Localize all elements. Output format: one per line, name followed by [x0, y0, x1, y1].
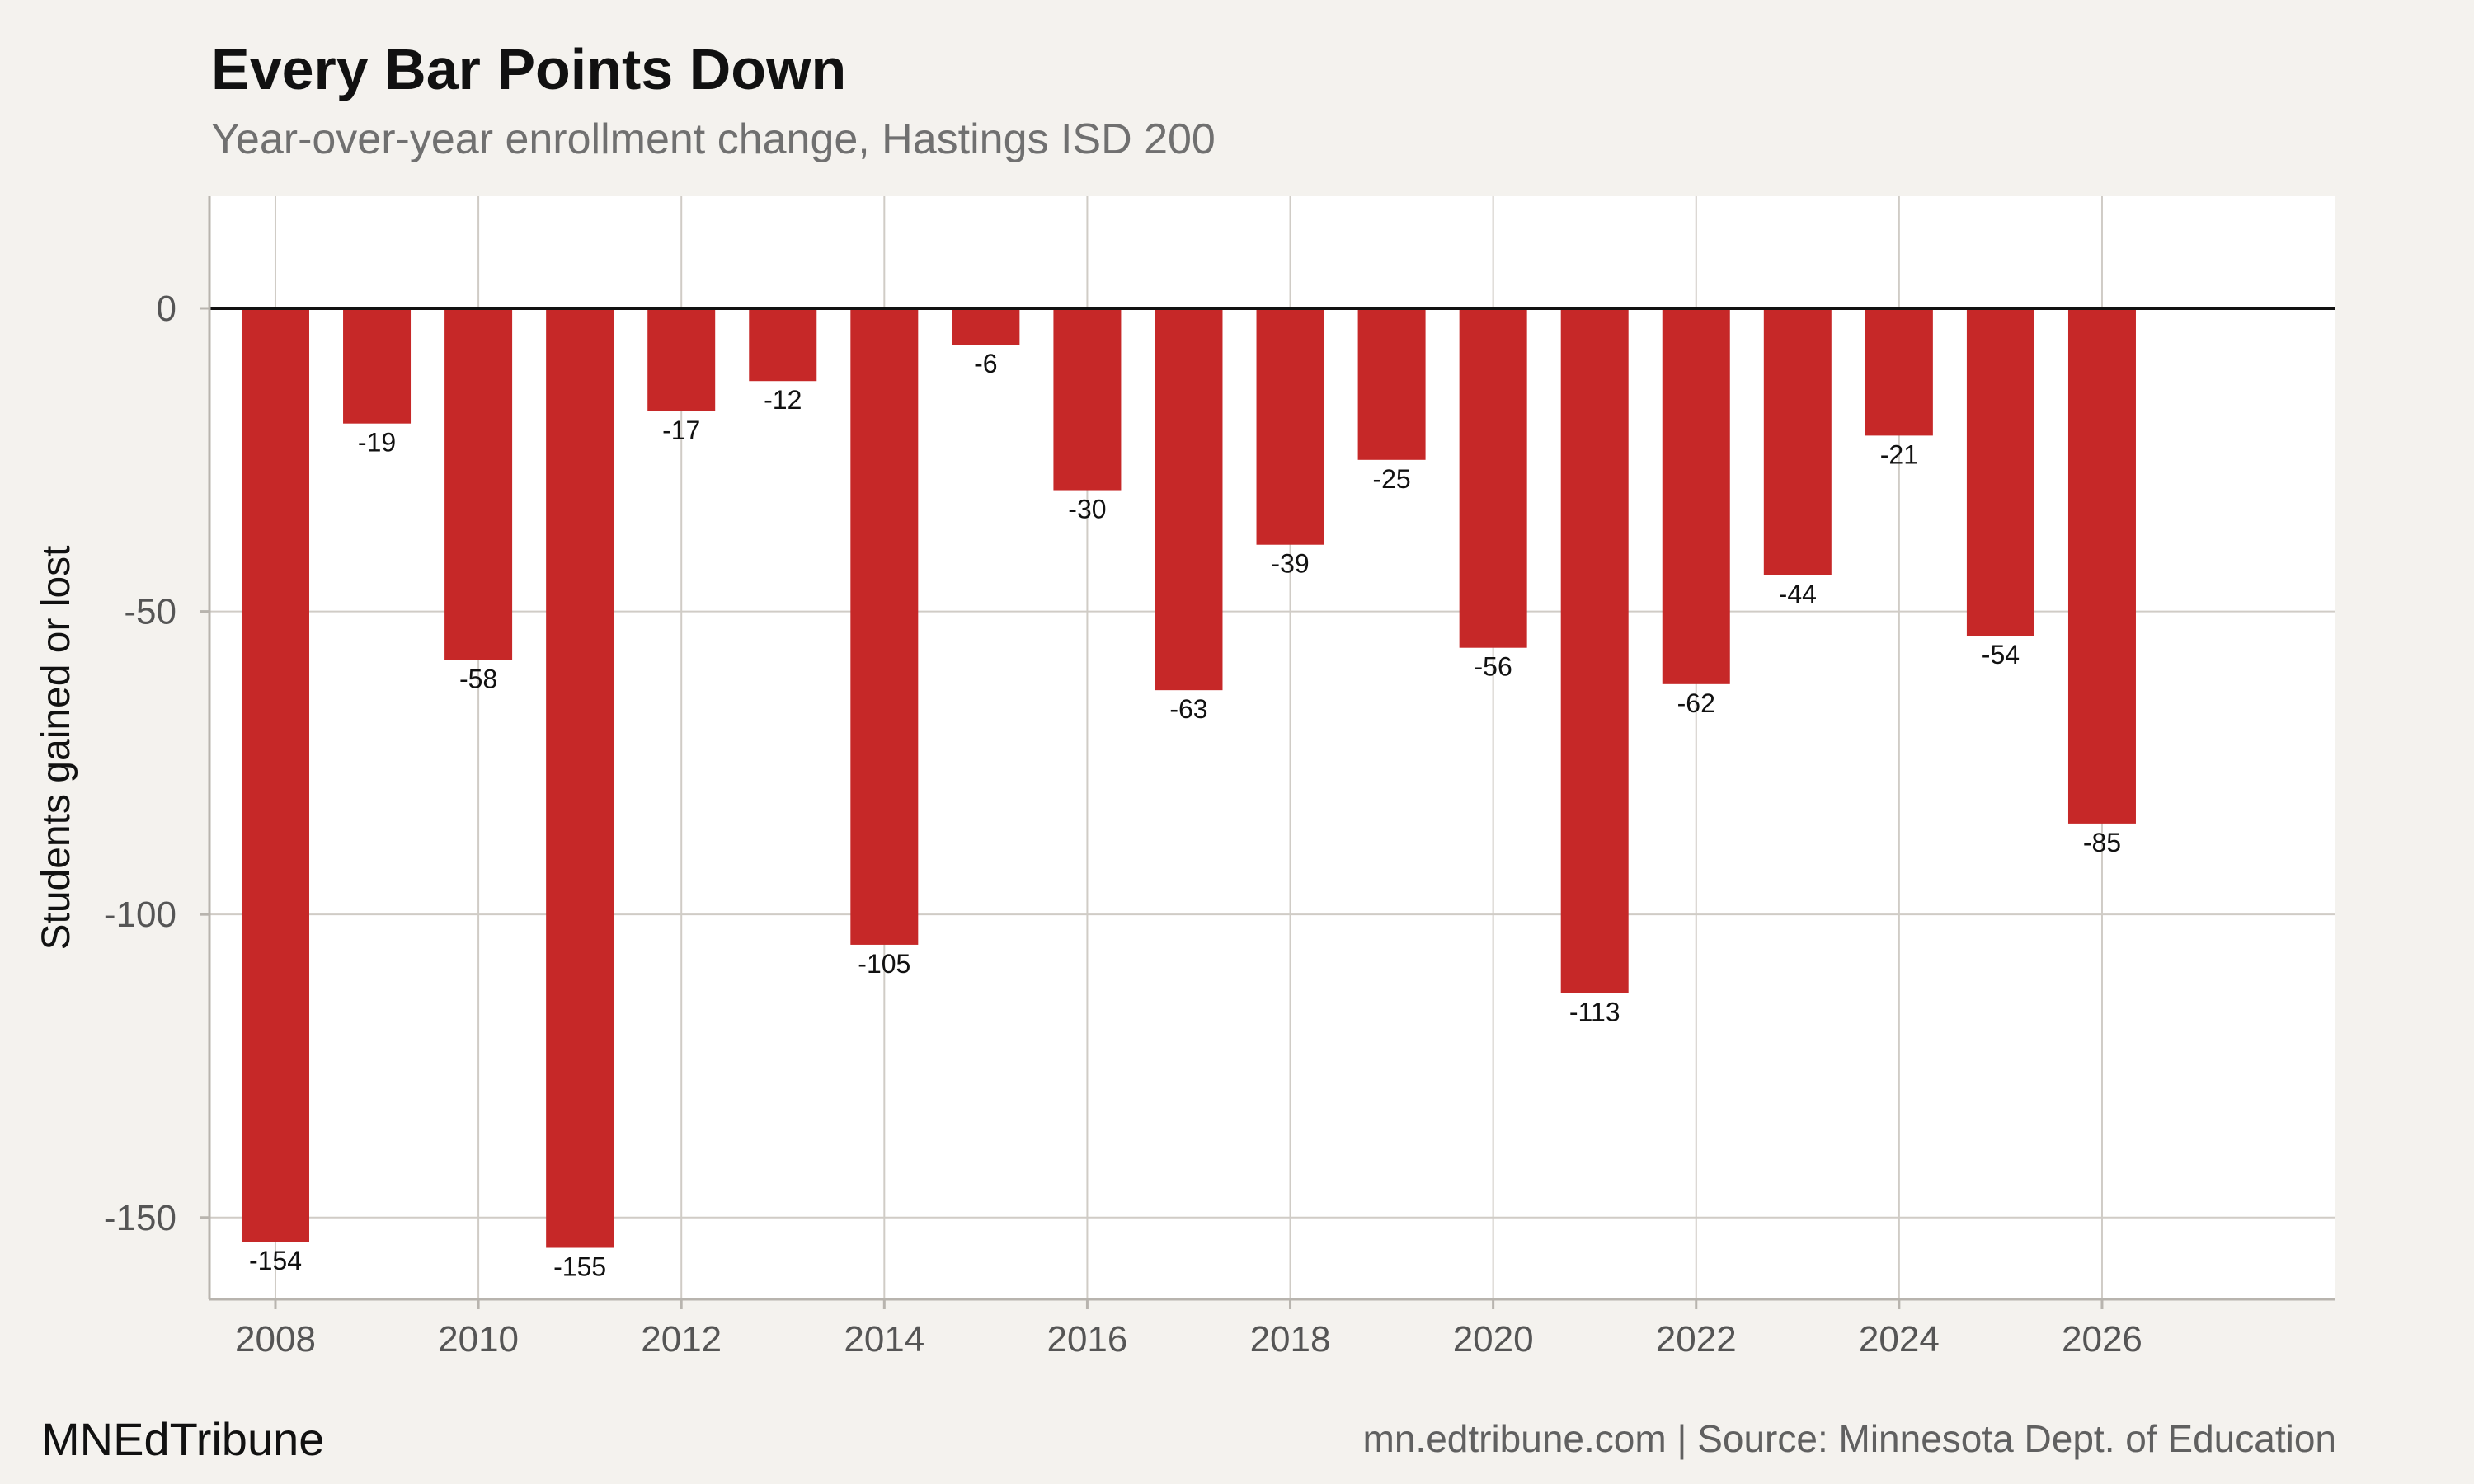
bar [241, 308, 309, 1242]
x-tick-label: 2014 [844, 1319, 924, 1360]
bar-value-label: -12 [764, 385, 802, 415]
bar-value-label: -54 [1982, 640, 2020, 669]
x-tick-label: 2024 [1859, 1319, 1940, 1360]
axes: 2008 2010 2012 2014 2016 2018 2020 2022 2024 2026… [104, 196, 2335, 1360]
brand-logo-text: MNEdTribune [41, 1413, 325, 1465]
bar-value-label: -154 [249, 1246, 302, 1275]
bar [850, 308, 919, 945]
x-tick-label: 2018 [1250, 1319, 1331, 1360]
chart-title: Every Bar Points Down [211, 37, 847, 101]
bar [1155, 308, 1223, 691]
bar [749, 308, 817, 382]
bar-value-label: -25 [1372, 464, 1410, 494]
data-labels: -154 -19 -58 -155 -17 -12 -105 -6 -30 -63 -39 -25 -5… [249, 349, 2121, 1281]
y-tick-label: 0 [157, 289, 176, 329]
bar [952, 308, 1020, 345]
x-tick-label: 2020 [1453, 1319, 1534, 1360]
bar-value-label: -30 [1068, 495, 1106, 524]
bar [2067, 308, 2136, 824]
x-tick-label: 2012 [641, 1319, 722, 1360]
bar-value-label: -17 [662, 416, 700, 445]
x-tick-label: 2026 [2062, 1319, 2142, 1360]
bars [241, 308, 2136, 1248]
bar-value-label: -63 [1169, 694, 1207, 724]
x-tick-label: 2008 [235, 1319, 316, 1360]
bar-value-label: -155 [553, 1252, 606, 1282]
bar-value-label: -21 [1880, 439, 1918, 469]
bar-value-label: -105 [858, 949, 910, 979]
bar [1763, 308, 1832, 575]
bar-value-label: -56 [1475, 652, 1512, 682]
bar [1865, 308, 1933, 436]
bar [1459, 308, 1527, 648]
y-axis-title: Students gained or lost [35, 546, 78, 951]
bar-value-label: -58 [459, 664, 497, 693]
bar [343, 308, 412, 424]
bar [1357, 308, 1426, 460]
bar [444, 308, 513, 660]
bar [546, 308, 614, 1248]
bar-value-label: -62 [1677, 688, 1715, 718]
x-tick-label: 2010 [438, 1319, 519, 1360]
y-tick-label: -50 [124, 592, 176, 632]
bar [647, 308, 716, 411]
bar [1560, 308, 1629, 993]
bar-value-label: -19 [358, 428, 396, 458]
y-tick-label: -100 [104, 895, 176, 935]
bar [1662, 308, 1730, 684]
source-credit: mn.edtribune.com | Source: Minnesota Dep… [1362, 1417, 2336, 1460]
bar [1966, 308, 2034, 636]
x-tick-label: 2022 [1656, 1319, 1737, 1360]
bar-value-label: -44 [1779, 579, 1817, 608]
bar [1256, 308, 1324, 545]
chart-subtitle: Year-over-year enrollment change, Hastin… [211, 115, 1216, 163]
y-tick-label: -150 [104, 1198, 176, 1238]
bar-value-label: -113 [1569, 998, 1620, 1027]
bar-value-label: -85 [2083, 828, 2121, 857]
bar-value-label: -39 [1271, 549, 1309, 579]
x-tick-label: 2016 [1047, 1319, 1127, 1360]
bar [1053, 308, 1122, 491]
bar-value-label: -6 [974, 349, 997, 378]
